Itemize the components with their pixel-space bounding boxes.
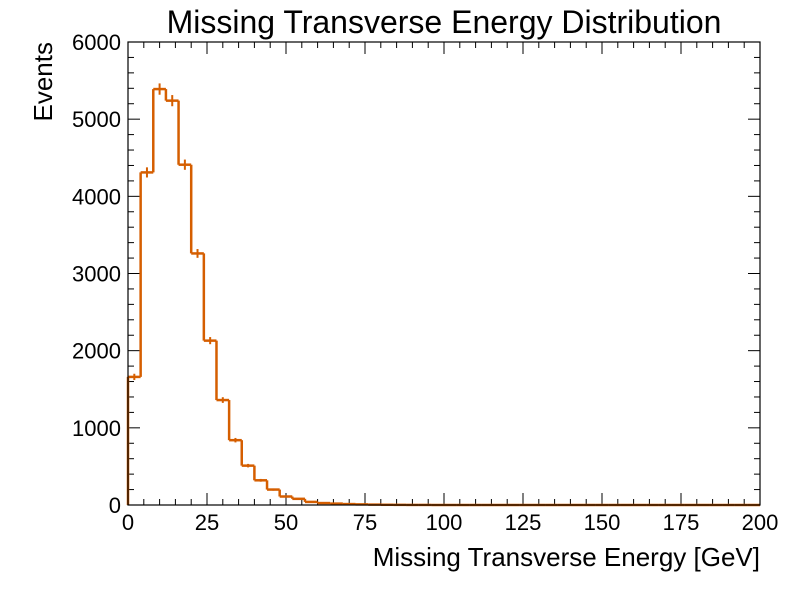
x-axis-label: Missing Transverse Energy [GeV] (373, 542, 760, 572)
x-tick-label: 125 (505, 510, 542, 535)
x-tick-label: 150 (584, 510, 621, 535)
histogram-series (126, 87, 760, 507)
y-tick-label: 5000 (72, 107, 121, 132)
x-tick-label: 200 (742, 510, 779, 535)
axis-ticks (127, 41, 761, 506)
plot-frame (127, 41, 761, 506)
y-tick-label: 6000 (72, 30, 121, 55)
y-tick-label: 3000 (72, 262, 121, 287)
y-tick-label: 1000 (72, 416, 121, 441)
axis-tick-labels: 0 25 50 75 100 125 150 175 200010002000300040005… (72, 30, 778, 535)
x-tick-label: 50 (274, 510, 298, 535)
x-tick-label: 100 (426, 510, 463, 535)
x-tick-label: 75 (353, 510, 377, 535)
error-bars (133, 83, 427, 505)
y-tick-label: 0 (109, 493, 121, 518)
x-tick-label: 175 (663, 510, 700, 535)
y-tick-label: 4000 (72, 184, 121, 209)
x-tick-label: 25 (195, 510, 219, 535)
y-tick-label: 2000 (72, 339, 121, 364)
x-tick-label: 0 (122, 510, 134, 535)
y-axis-label: Events (28, 42, 58, 122)
chart-title: Missing Transverse Energy Distribution (167, 4, 722, 40)
